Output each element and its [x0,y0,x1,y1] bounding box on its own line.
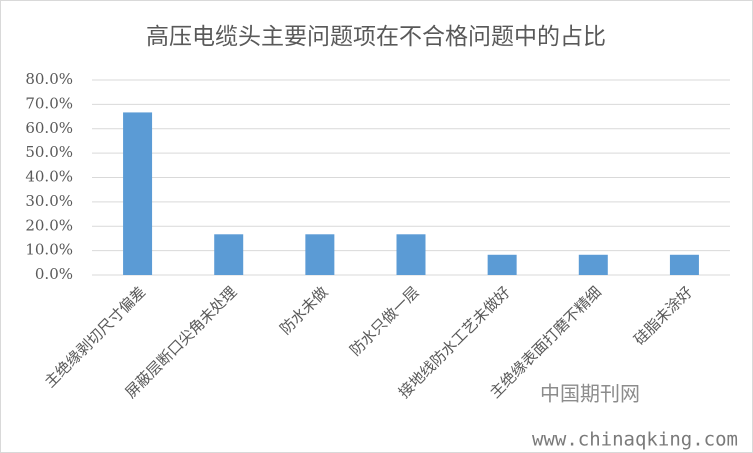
y-tick-label: 20.0% [25,216,73,234]
bar [487,254,517,275]
bar [123,112,153,275]
y-tick-label: 10.0% [25,241,73,259]
bar [214,234,244,275]
y-tick-label: 80.0% [25,70,73,88]
y-tick-label: 60.0% [25,119,73,137]
bar [396,234,426,275]
y-tick-label: 40.0% [25,168,73,186]
y-tick-label: 50.0% [25,143,73,161]
y-tick-label: 70.0% [25,94,73,112]
watermark: www.chinaqking.com [532,429,738,451]
watermark: 中国期刊网 [540,382,640,406]
bar [578,254,608,275]
chart-title: 高压电缆头主要问题项在不合格问题中的占比 [146,24,606,50]
y-tick-label: 30.0% [25,192,73,210]
y-tick-label: 0.0% [35,265,73,283]
bar [305,234,335,275]
bar [669,254,699,275]
